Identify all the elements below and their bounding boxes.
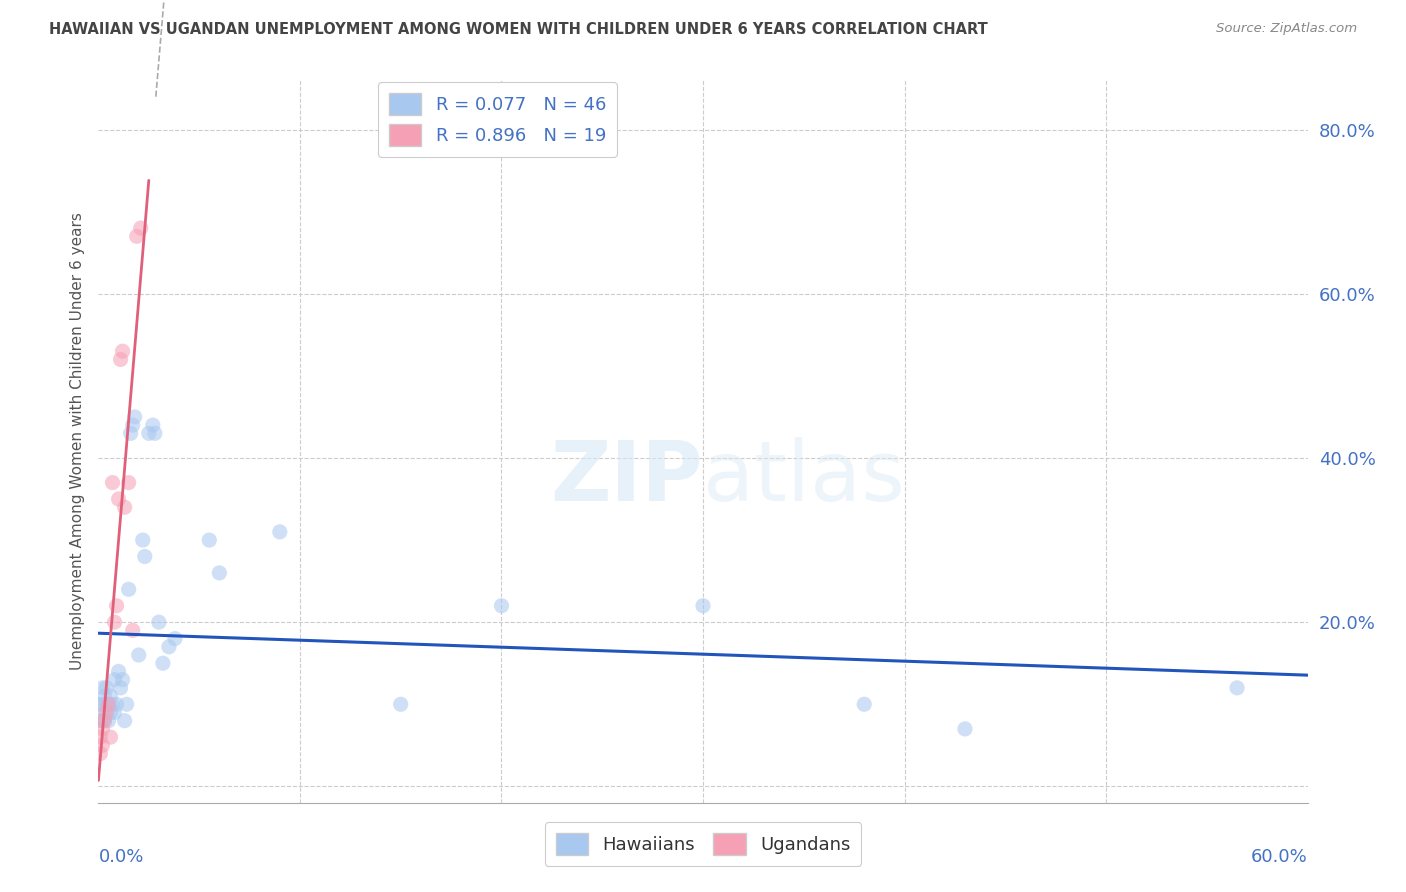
Text: HAWAIIAN VS UGANDAN UNEMPLOYMENT AMONG WOMEN WITH CHILDREN UNDER 6 YEARS CORRELA: HAWAIIAN VS UGANDAN UNEMPLOYMENT AMONG W… bbox=[49, 22, 988, 37]
Point bbox=[96, 681, 118, 695]
Point bbox=[97, 698, 120, 712]
Point bbox=[93, 706, 115, 720]
Point bbox=[118, 475, 141, 490]
Point bbox=[100, 689, 122, 703]
Point bbox=[103, 706, 125, 720]
Point bbox=[91, 722, 114, 736]
Point bbox=[125, 229, 148, 244]
Point bbox=[97, 714, 120, 728]
Point bbox=[134, 549, 156, 564]
Legend: Hawaiians, Ugandans: Hawaiians, Ugandans bbox=[544, 822, 862, 866]
Point bbox=[853, 698, 876, 712]
Point bbox=[1226, 681, 1249, 695]
Point bbox=[132, 533, 155, 547]
Point bbox=[114, 714, 136, 728]
Point bbox=[91, 714, 114, 728]
Point bbox=[120, 426, 142, 441]
Point bbox=[89, 730, 111, 744]
Point bbox=[114, 500, 136, 515]
Point bbox=[103, 615, 125, 630]
Point bbox=[93, 714, 115, 728]
Point bbox=[89, 747, 111, 761]
Point bbox=[143, 426, 166, 441]
Point bbox=[91, 739, 114, 753]
Point bbox=[128, 648, 150, 662]
Point bbox=[208, 566, 231, 580]
Point bbox=[110, 681, 132, 695]
Point bbox=[953, 722, 976, 736]
Point bbox=[389, 698, 412, 712]
Text: 60.0%: 60.0% bbox=[1251, 848, 1308, 866]
Point bbox=[101, 698, 124, 712]
Point bbox=[198, 533, 221, 547]
Point bbox=[148, 615, 170, 630]
Point bbox=[111, 344, 134, 359]
Point bbox=[138, 426, 160, 441]
Point bbox=[93, 714, 115, 728]
Point bbox=[105, 599, 128, 613]
Point bbox=[93, 689, 115, 703]
Point bbox=[101, 475, 124, 490]
Text: atlas: atlas bbox=[703, 437, 904, 518]
Point bbox=[107, 491, 129, 506]
Point bbox=[91, 698, 114, 712]
Point bbox=[107, 665, 129, 679]
Point bbox=[97, 698, 120, 712]
Point bbox=[142, 418, 165, 433]
Point bbox=[124, 409, 146, 424]
Point bbox=[111, 673, 134, 687]
Point bbox=[89, 714, 111, 728]
Point bbox=[115, 698, 138, 712]
Point bbox=[110, 352, 132, 367]
Point bbox=[129, 221, 152, 235]
Point bbox=[91, 681, 114, 695]
Text: 0.0%: 0.0% bbox=[98, 848, 143, 866]
Point bbox=[100, 730, 122, 744]
Point bbox=[121, 624, 143, 638]
Point bbox=[103, 673, 125, 687]
Text: ZIP: ZIP bbox=[551, 437, 703, 518]
Point bbox=[121, 418, 143, 433]
Point bbox=[269, 524, 291, 539]
Point bbox=[152, 657, 174, 671]
Text: Source: ZipAtlas.com: Source: ZipAtlas.com bbox=[1216, 22, 1357, 36]
Point bbox=[96, 698, 118, 712]
Point bbox=[96, 706, 118, 720]
Point bbox=[491, 599, 513, 613]
Point bbox=[118, 582, 141, 597]
Point bbox=[692, 599, 714, 613]
Point bbox=[163, 632, 186, 646]
Point bbox=[157, 640, 180, 654]
Point bbox=[89, 698, 111, 712]
Y-axis label: Unemployment Among Women with Children Under 6 years: Unemployment Among Women with Children U… bbox=[69, 212, 84, 671]
Point bbox=[100, 706, 122, 720]
Point bbox=[105, 698, 128, 712]
